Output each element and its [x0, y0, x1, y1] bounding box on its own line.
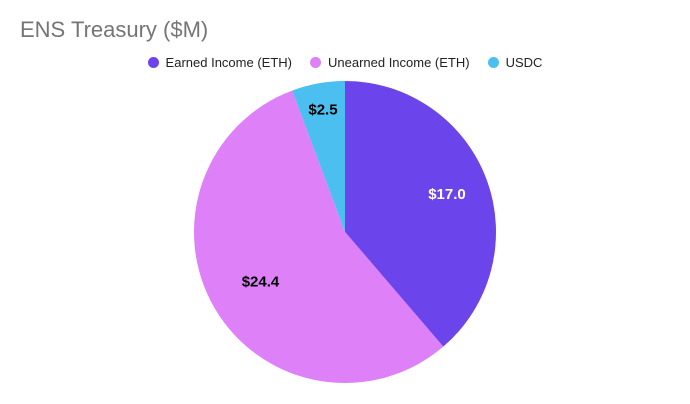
legend-item-usdc[interactable]: USDC — [487, 54, 543, 70]
chart-title: ENS Treasury ($M) — [20, 17, 209, 42]
legend-swatch-unearned-income — [309, 56, 321, 68]
legend: Earned Income (ETH) Unearned Income (ETH… — [0, 52, 690, 72]
legend-swatch-usdc — [487, 56, 499, 68]
data-label-earned-income: $17.0 — [428, 186, 466, 203]
pie-slices — [193, 81, 497, 384]
data-label-unearned-income: $24.4 — [242, 273, 280, 290]
pie-slice-unearned-income[interactable] — [193, 90, 444, 384]
legend-item-unearned-income[interactable]: Unearned Income (ETH) — [309, 54, 470, 70]
legend-label-usdc: USDC — [505, 54, 543, 70]
legend-label-unearned-income: Unearned Income (ETH) — [327, 54, 470, 70]
pie-slice-earned-income[interactable] — [345, 81, 497, 347]
pie-slice-usdc[interactable] — [292, 81, 345, 232]
data-label-usdc: $2.5 — [308, 102, 337, 119]
legend-swatch-earned-income — [147, 56, 159, 68]
pie-labels: $17.0 $24.4 $2.5 — [242, 102, 466, 291]
legend-item-earned-income[interactable]: Earned Income (ETH) — [147, 54, 292, 70]
legend-label-earned-income: Earned Income (ETH) — [165, 54, 292, 70]
